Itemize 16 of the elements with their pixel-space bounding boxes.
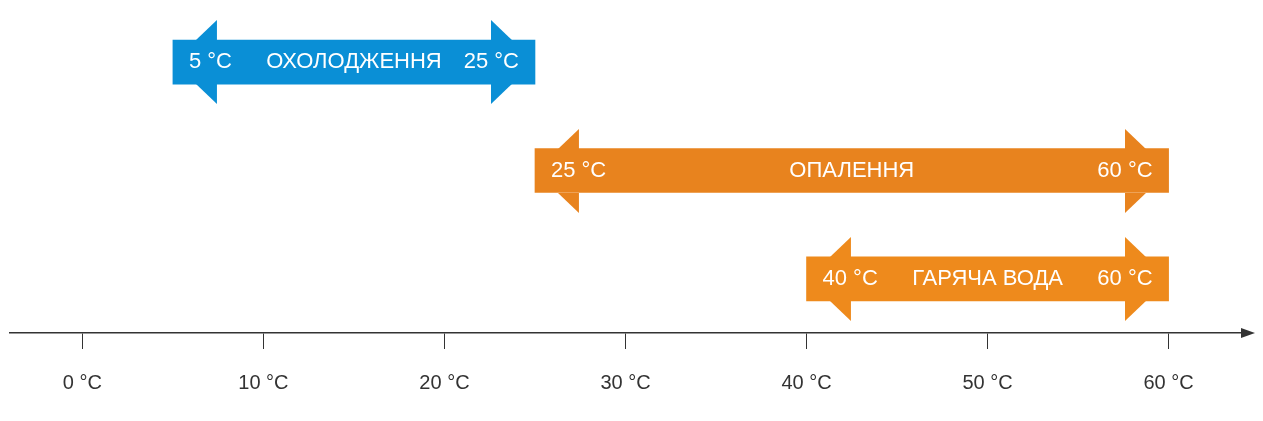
y-tick-label: ОХОЛОДЖЕННЯ	[266, 48, 442, 74]
annotation: 60 °C	[1097, 156, 1153, 182]
x-tick-label: 0 °C	[62, 370, 102, 393]
annotation: 40 °C	[822, 264, 878, 290]
x-tick-label: 10 °C	[238, 370, 289, 393]
y-tick-label: ГАРЯЧА ВОДА	[912, 264, 1064, 290]
x-tick-label: 40 °C	[781, 370, 832, 393]
x-tick-label: 50 °C	[962, 370, 1013, 393]
x-tick-label: 60 °C	[1143, 370, 1194, 393]
annotation: 25 °C	[550, 156, 607, 182]
x-tick-label: 30 °C	[600, 370, 651, 393]
annotation: 25 °C	[463, 48, 520, 74]
annotation: 60 °C	[1097, 264, 1153, 290]
x-tick-label: 20 °C	[419, 370, 470, 393]
y-tick-label: ОПАЛЕННЯ	[789, 156, 915, 182]
annotation: 5 °C	[188, 48, 233, 74]
